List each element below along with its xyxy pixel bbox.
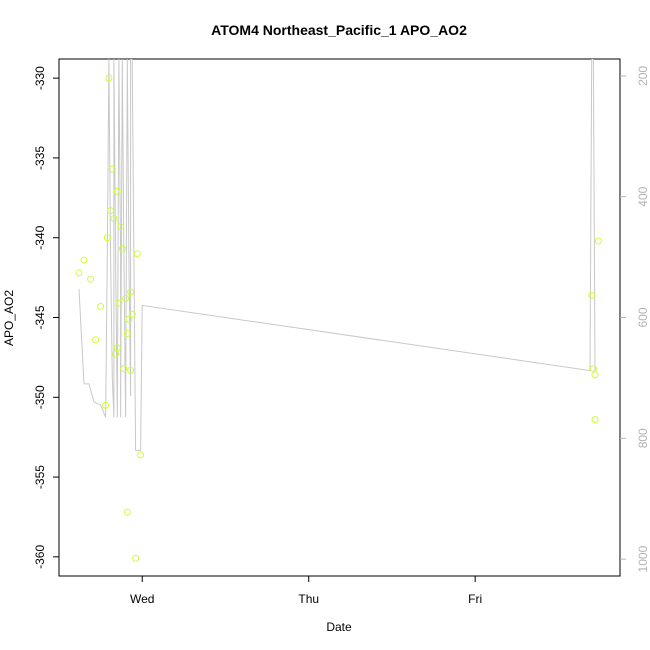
right-tick-label: 600 bbox=[636, 307, 650, 327]
data-point bbox=[107, 207, 115, 215]
x-tick-label: Wed bbox=[130, 592, 154, 606]
data-point bbox=[594, 237, 602, 245]
y-tick-label: -345 bbox=[33, 305, 47, 329]
data-point bbox=[127, 366, 135, 374]
x-tick-label: Fri bbox=[468, 592, 482, 606]
plot-frame bbox=[58, 58, 621, 577]
data-point bbox=[105, 74, 113, 82]
data-point bbox=[132, 554, 140, 562]
y-tick-label: -340 bbox=[33, 225, 47, 249]
data-point bbox=[102, 401, 110, 409]
y-tick-label: -355 bbox=[33, 465, 47, 489]
data-point bbox=[117, 223, 125, 230]
data-point bbox=[122, 294, 130, 302]
data-point bbox=[588, 291, 596, 299]
y-tick-label: -335 bbox=[33, 146, 47, 170]
data-point bbox=[127, 288, 135, 296]
data-point bbox=[92, 336, 100, 344]
right-tick-label: 800 bbox=[636, 428, 650, 448]
x-tick-label: Thu bbox=[298, 592, 319, 606]
data-point bbox=[118, 245, 126, 253]
x-axis-label: Date bbox=[326, 620, 352, 634]
series-line-group bbox=[78, 59, 597, 451]
data-point bbox=[591, 416, 599, 424]
data-point bbox=[589, 365, 597, 373]
y-tick-label: -350 bbox=[33, 385, 47, 409]
data-point bbox=[123, 330, 131, 337]
data-point bbox=[115, 299, 123, 307]
data-point bbox=[97, 302, 105, 310]
y-axis-left: -330 -335 -340 -345 -350 -355 -360 bbox=[33, 66, 59, 569]
data-point bbox=[103, 234, 111, 242]
data-point bbox=[110, 215, 118, 223]
chart-title: ATOM4 Northeast_Pacific_1 APO_AO2 bbox=[211, 22, 467, 38]
y-axis-label: APO_AO2 bbox=[2, 290, 16, 346]
y-tick-label: -330 bbox=[33, 66, 47, 90]
series-line bbox=[78, 59, 597, 451]
data-point bbox=[133, 250, 141, 258]
data-point bbox=[113, 344, 121, 352]
data-point bbox=[123, 508, 131, 516]
right-tick-label: 200 bbox=[636, 66, 650, 86]
y-axis-right: 200 400 600 800 1000 bbox=[620, 66, 650, 572]
data-point bbox=[128, 310, 136, 318]
series-points-group bbox=[75, 74, 602, 562]
y-tick-label: -360 bbox=[33, 545, 47, 569]
data-point bbox=[75, 269, 83, 277]
data-point bbox=[125, 315, 133, 323]
right-tick-label: 400 bbox=[636, 186, 650, 206]
data-point bbox=[120, 365, 128, 373]
data-point bbox=[137, 451, 145, 459]
data-point bbox=[87, 275, 95, 283]
data-point bbox=[80, 256, 88, 264]
data-point bbox=[108, 165, 116, 173]
data-point bbox=[113, 187, 121, 195]
data-point bbox=[112, 350, 120, 358]
data-point bbox=[591, 371, 599, 379]
right-tick-label: 1000 bbox=[636, 545, 650, 572]
x-axis: Wed Thu Fri bbox=[130, 576, 482, 606]
